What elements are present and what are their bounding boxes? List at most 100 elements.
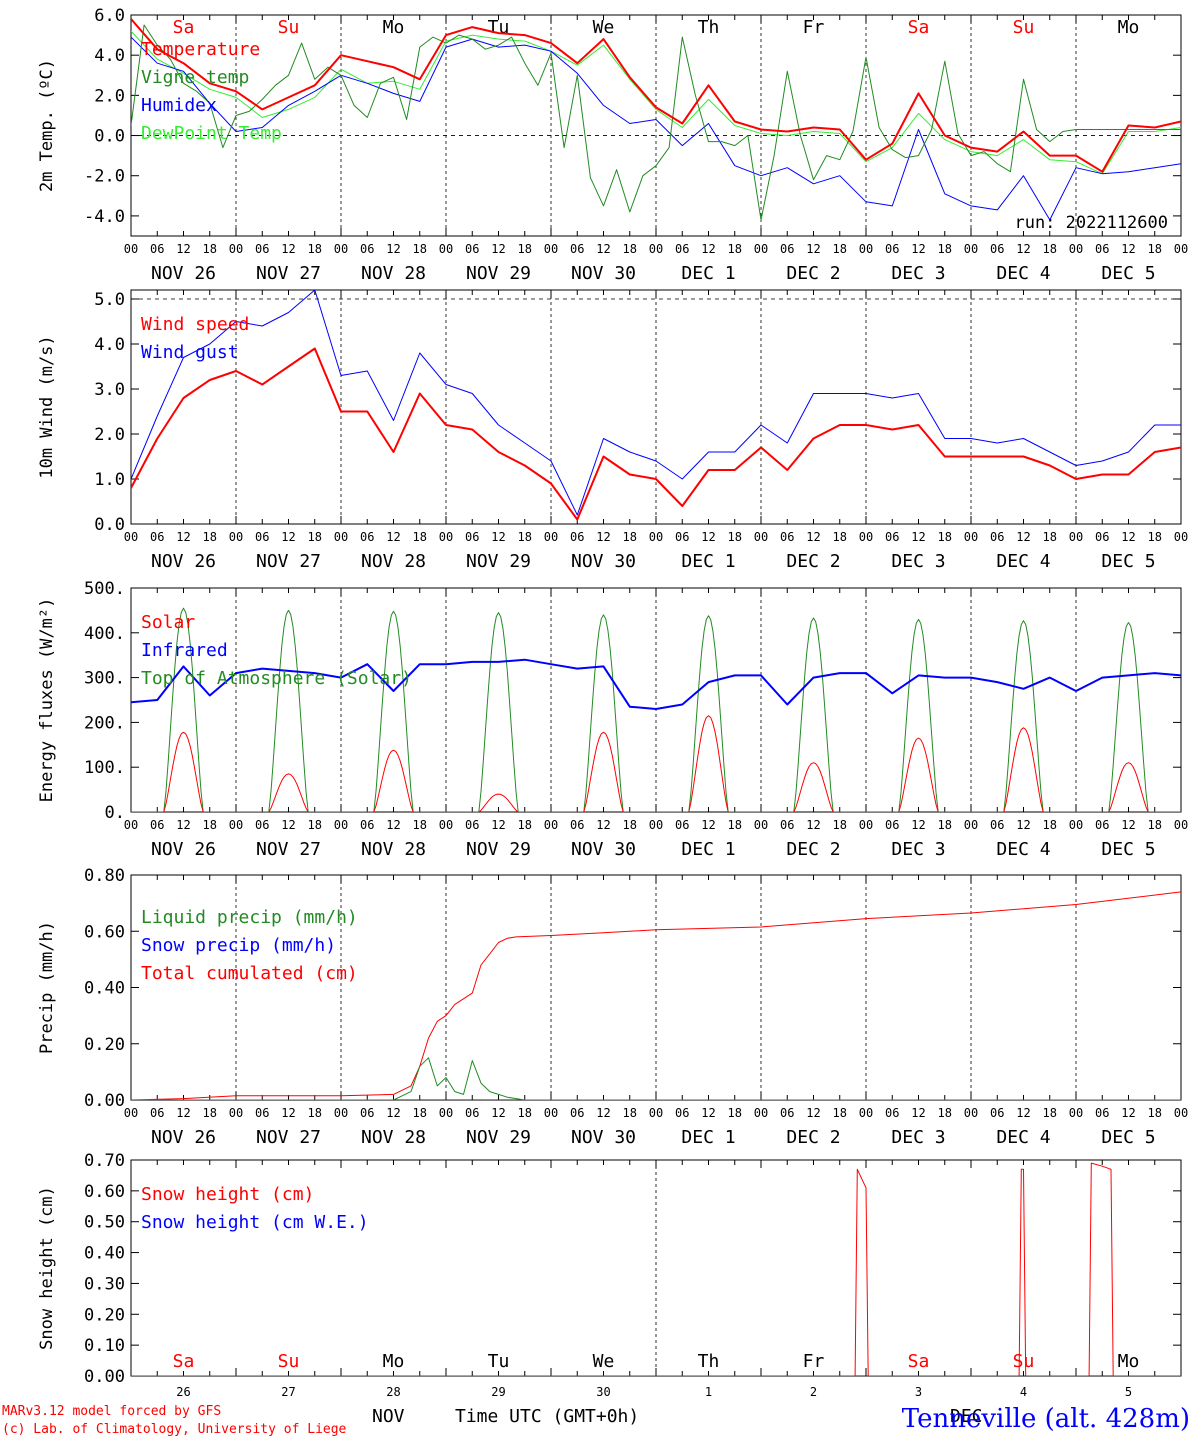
hour-tick-label: 00 [859,818,873,832]
hour-tick-label: 00 [859,1106,873,1120]
hour-tick-label: 18 [938,530,952,544]
weekday-label: Mo [1118,17,1140,38]
hour-tick-label: 18 [728,818,742,832]
hour-tick-label: 06 [360,242,374,256]
date-label: NOV 29 [466,551,531,572]
series-line [131,290,1181,516]
hour-tick-label: 12 [491,530,505,544]
day-number-label: 1 [705,1385,712,1399]
weekday-label: Th [698,1351,720,1372]
hour-tick-label: 18 [938,242,952,256]
hour-tick-label: 00 [439,818,453,832]
month-label-dec: DEC [950,1406,983,1427]
hour-tick-label: 18 [518,530,532,544]
legend-entry: Snow height (cm W.E.) [141,1212,369,1233]
hour-tick-label: 12 [596,242,610,256]
hour-tick-label: 00 [1069,242,1083,256]
hour-tick-label: 00 [964,530,978,544]
date-label: NOV 28 [361,263,426,284]
hour-tick-label: 12 [596,530,610,544]
day-number-label: 5 [1125,1385,1132,1399]
credit-line-2: (c) Lab. of Climatology, University of L… [2,1422,347,1437]
series-line [131,658,1181,710]
hour-tick-label: 06 [255,530,269,544]
hour-tick-label: 18 [833,818,847,832]
hour-tick-label: 06 [360,818,374,832]
hour-tick-label: 06 [465,818,479,832]
hour-tick-label: 12 [1121,818,1135,832]
hour-tick-label: 18 [413,1106,427,1120]
hour-tick-label: 00 [964,818,978,832]
y-tick-label: 100. [84,758,125,778]
hour-tick-label: 06 [465,242,479,256]
hour-tick-label: 06 [570,818,584,832]
hour-tick-label: 12 [911,1106,925,1120]
hour-tick-label: 06 [360,1106,374,1120]
hour-tick-label: 18 [833,1106,847,1120]
legend-entry: Solar [141,612,195,633]
weekday-label: Th [698,17,720,38]
hour-tick-label: 06 [1095,1106,1109,1120]
date-label: DEC 3 [891,551,945,572]
hour-tick-label: 12 [281,1106,295,1120]
hour-tick-label: 06 [570,1106,584,1120]
hour-tick-label: 12 [806,530,820,544]
panel-3: 500. 400. 300. 200. 100. 0. Energy fluxes (W/m… [37,579,1188,860]
hour-tick-label: 18 [413,530,427,544]
hour-tick-label: 18 [1148,1106,1162,1120]
date-label: DEC 1 [681,1127,735,1148]
hour-tick-label: 18 [938,1106,952,1120]
hour-tick-label: 00 [229,818,243,832]
date-label: NOV 30 [571,1127,636,1148]
hour-tick-label: 00 [334,1106,348,1120]
y-axis-label: Energy fluxes (W/m²) [37,598,57,803]
weekday-label: Mo [383,17,405,38]
hour-tick-label: 00 [754,1106,768,1120]
hour-tick-label: 12 [1016,242,1030,256]
panel-4: 0.80 0.60 0.40 0.20 0.00 Precip (mm/h) 00 06 12 1… [37,866,1188,1148]
date-label: NOV 29 [466,839,531,860]
hour-tick-label: 12 [281,818,295,832]
date-label: DEC 4 [996,263,1050,284]
y-tick-label: 0.0 [94,515,125,535]
hour-tick-label: 00 [964,242,978,256]
hour-tick-label: 12 [911,242,925,256]
weekday-label: Su [278,17,300,38]
y-tick-label: 0.20 [84,1305,125,1325]
hour-tick-label: 00 [334,242,348,256]
date-label: NOV 30 [571,263,636,284]
hour-tick-label: 00 [229,242,243,256]
hour-tick-label: 12 [386,1106,400,1120]
hour-tick-label: 18 [413,242,427,256]
hour-tick-label: 06 [570,530,584,544]
date-label: NOV 28 [361,1127,426,1148]
weekday-label: Sa [908,1351,930,1372]
hour-tick-label: 06 [675,818,689,832]
hour-tick-label: 06 [150,530,164,544]
hour-tick-label: 18 [308,530,322,544]
hour-tick-label: 12 [491,1106,505,1120]
series-line [131,1057,1181,1100]
day-number-label: 29 [491,1385,505,1399]
y-tick-label: 0.0 [94,127,125,147]
hour-tick-label: 12 [806,818,820,832]
hour-tick-label: 18 [203,1106,217,1120]
hour-tick-label: 18 [728,530,742,544]
hour-tick-label: 00 [124,1106,138,1120]
time-axis-label: Time UTC (GMT+0h) [455,1406,639,1427]
date-label: NOV 26 [151,1127,216,1148]
legend-entry: Temperature [141,39,260,60]
hour-tick-label: 00 [229,530,243,544]
date-label: NOV 27 [256,839,321,860]
hour-tick-label: 06 [780,818,794,832]
hour-tick-label: 06 [885,818,899,832]
weekday-label: Sa [908,17,930,38]
hour-tick-label: 00 [1069,1106,1083,1120]
hour-tick-label: 12 [701,1106,715,1120]
date-label: DEC 5 [1101,1127,1155,1148]
y-tick-label: -4.0 [84,207,125,227]
hour-tick-label: 18 [833,242,847,256]
weekday-label: We [593,1351,615,1372]
series-line [131,36,1181,221]
hour-tick-label: 06 [675,242,689,256]
